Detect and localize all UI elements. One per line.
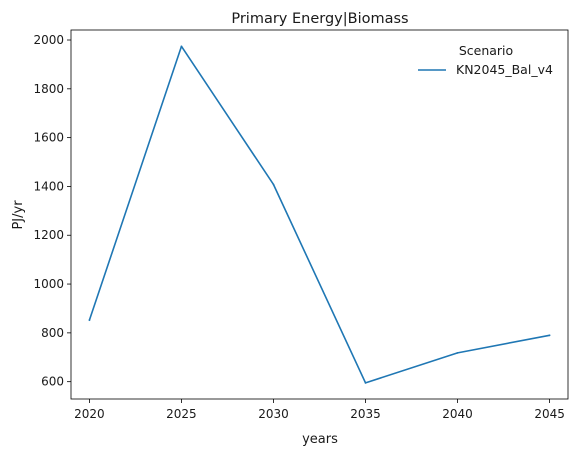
y-tick-label: 600 — [41, 375, 64, 389]
y-tick-label: 800 — [41, 326, 64, 340]
legend: Scenario KN2045_Bal_v4 — [418, 43, 553, 77]
y-tick-label: 1600 — [33, 131, 64, 145]
y-tick-label: 2000 — [33, 33, 64, 47]
series-line — [88, 45, 550, 384]
data-point — [88, 319, 91, 322]
x-tick-label: 2030 — [258, 407, 289, 421]
y-tick-label: 1000 — [33, 277, 64, 291]
data-point — [180, 45, 183, 48]
y-tick-label: 1200 — [33, 228, 64, 242]
data-point — [548, 334, 551, 337]
y-tick-label: 1400 — [33, 179, 64, 193]
data-point — [272, 183, 275, 186]
data-point — [456, 351, 459, 354]
chart-title: Primary Energy|Biomass — [231, 11, 408, 27]
x-tick-label: 2045 — [534, 407, 565, 421]
legend-title: Scenario — [459, 43, 513, 58]
y-tick-label: 1800 — [33, 82, 64, 96]
x-tick-label: 2025 — [166, 407, 197, 421]
x-tick-label: 2040 — [442, 407, 473, 421]
x-axis: 2020 2025 2030 2035 2040 2045 — [74, 399, 565, 421]
legend-label: KN2045_Bal_v4 — [456, 62, 553, 77]
y-axis-label: PJ/yr — [11, 200, 26, 230]
x-tick-label: 2035 — [350, 407, 381, 421]
data-point — [364, 381, 367, 384]
x-axis-label: years — [302, 432, 338, 447]
series-layer — [88, 45, 551, 384]
x-tick-label: 2020 — [74, 407, 105, 421]
plot-area: 2020 2025 2030 2035 2040 2045 600 800 1000 1200 1… — [33, 29, 569, 421]
y-axis: 600 800 1000 1200 1400 1600 1800 2000 — [33, 33, 71, 389]
plot-frame — [70, 29, 569, 400]
